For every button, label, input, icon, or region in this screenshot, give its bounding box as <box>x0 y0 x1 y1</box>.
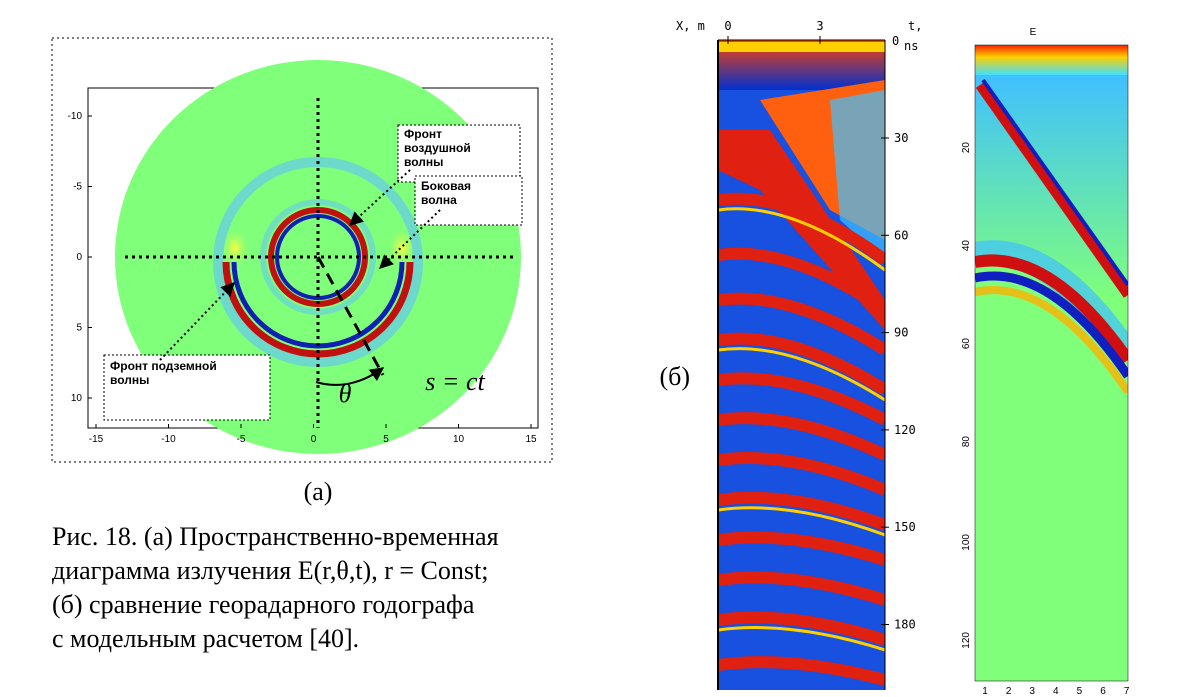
x-tick-label: 0 <box>724 19 731 33</box>
annotation: Фронт <box>404 127 442 141</box>
panel-border <box>51 37 553 463</box>
annotation-arrow <box>348 169 411 226</box>
x-tick-label: 1 <box>982 686 988 697</box>
x-tick-label: 6 <box>1100 686 1106 697</box>
plot-frame <box>974 44 1129 682</box>
annotation: волны <box>404 155 443 169</box>
t-tick-label: 180 <box>894 618 916 632</box>
axis-ticks: 20 40 60 80 100 120 1 2 3 4 5 6 7 <box>961 142 1130 697</box>
y-tick-label: 80 <box>961 436 972 448</box>
s-label: s = ct <box>425 367 485 396</box>
x-tick-label: -15 <box>89 434 104 445</box>
x-tick-label: -10 <box>161 434 176 445</box>
annotation: Фронт подземной <box>110 359 217 373</box>
t-tick-label: 150 <box>894 520 916 534</box>
ray <box>316 256 385 376</box>
annotation: Боковая <box>421 179 471 193</box>
x-tick-label: 15 <box>525 434 537 445</box>
annotation: волны <box>110 373 149 387</box>
y-tick-label: 100 <box>961 534 972 551</box>
t-tick-label: 30 <box>894 131 908 145</box>
annotation-box <box>414 175 523 226</box>
y-tick-label: 20 <box>961 142 972 154</box>
radargram-image <box>718 40 885 690</box>
caption-line: с модельным расчетом [40]. <box>52 624 359 653</box>
panel-label: (а) <box>304 477 333 506</box>
t-zero: 0 <box>892 34 899 48</box>
x-tick-label: 3 <box>816 19 823 33</box>
y-tick-label: 0 <box>76 252 82 263</box>
caption-line: (б) сравнение георадарного годографа <box>52 590 475 619</box>
x-tick-label: 3 <box>1029 686 1035 697</box>
y-tick-label: 60 <box>961 338 972 350</box>
y-tick-label: -5 <box>73 182 82 193</box>
axis-ticks: -10 -5 0 5 10 -15 -10 -5 0 5 10 15 <box>68 111 537 445</box>
y-tick-label: 10 <box>71 393 83 404</box>
y-tick-label: 5 <box>76 323 82 334</box>
t-tick-label: 60 <box>894 228 908 242</box>
model-image <box>975 45 1128 681</box>
theta-arc <box>315 367 385 386</box>
t-tick-label: 120 <box>894 423 916 437</box>
x-tick-label: 2 <box>1006 686 1012 697</box>
x-tick-label: 4 <box>1053 686 1059 697</box>
annotation: волна <box>421 193 457 207</box>
theta-label: θ <box>339 379 352 408</box>
y-tick-label: -10 <box>68 111 83 122</box>
x-tick-label: 7 <box>1124 686 1130 697</box>
annotation-arrow <box>378 209 441 269</box>
y-tick-label: 40 <box>961 240 972 252</box>
caption: Рис. 18. (а) Пространственно-временная ди… <box>52 522 499 653</box>
x-tick-label: 5 <box>383 434 389 445</box>
axis-ticks: 0 3 30 60 90 120 150 180 <box>724 19 915 632</box>
x-tick-label: 0 <box>311 434 317 445</box>
x-axis-label: X, m <box>676 19 705 33</box>
x-tick-label: -5 <box>237 434 246 445</box>
caption-line: диаграмма излучения E(r,θ,t), r = Const; <box>52 556 488 585</box>
x-tick-label: 5 <box>1077 686 1083 697</box>
caption-line: Рис. 18. (а) Пространственно-временная <box>52 522 499 551</box>
panel-label: (б) <box>659 362 690 391</box>
y-tick-label: 120 <box>961 632 972 649</box>
t-tick-label: 90 <box>894 326 908 340</box>
annotation-box <box>103 354 271 421</box>
t-label: t, <box>908 19 922 33</box>
annotation: воздушной <box>404 141 471 155</box>
x-tick-label: 10 <box>453 434 465 445</box>
t-unit: ns <box>904 39 918 53</box>
panel-title: E <box>1030 27 1037 38</box>
